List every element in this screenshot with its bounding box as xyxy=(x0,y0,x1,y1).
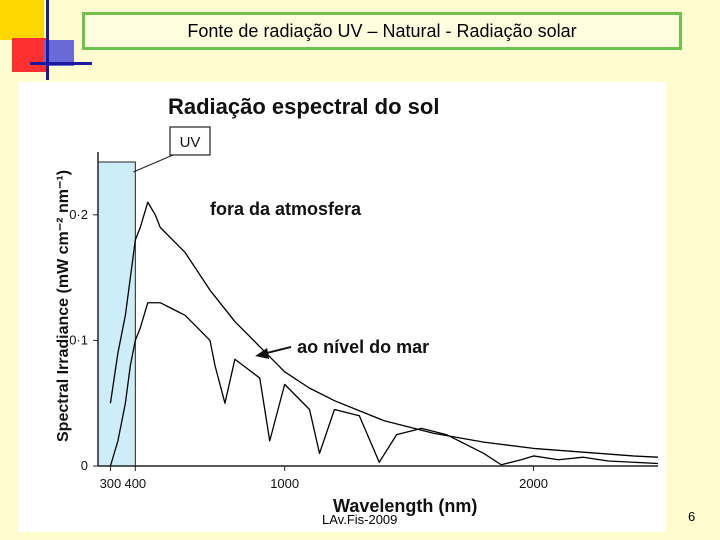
deco-horizontal-line xyxy=(30,62,92,65)
x-tick-label: 1000 xyxy=(270,476,299,491)
slide-title-box: Fonte de radiação UV – Natural - Radiaçã… xyxy=(82,12,682,50)
y-tick-label: 0 xyxy=(81,458,88,473)
x-tick-label: 400 xyxy=(124,476,146,491)
page-number: 6 xyxy=(688,509,696,524)
deco-blue-square xyxy=(44,40,74,66)
x-axis-label: Wavelength (nm) xyxy=(333,496,477,516)
chart-figure: Radiação espectral do sol UV 300 400 1000 20… xyxy=(18,82,666,532)
chart-svg: Radiação espectral do sol UV 300 400 1000 20… xyxy=(55,94,659,516)
uv-band xyxy=(97,161,136,467)
annotation-sea-level: ao nível do mar xyxy=(297,337,429,357)
annotation-arrow-head xyxy=(255,347,270,359)
series-line-outside-atmosphere xyxy=(109,201,659,458)
series-line-sea-level xyxy=(109,302,659,467)
deco-yellow-square xyxy=(0,0,44,40)
y-tick-label: 0·1 xyxy=(69,332,88,347)
annotation-outside-atmosphere: fora da atmosfera xyxy=(210,199,362,219)
chart-title: Radiação espectral do sol xyxy=(168,94,439,119)
uv-label: UV xyxy=(180,134,201,151)
uv-pointer-line xyxy=(133,154,174,173)
plot-area: UV 300 400 1000 2000 0 0·1 0·2 fora da atmosfera… xyxy=(69,126,659,491)
x-tick-label: 300 xyxy=(100,476,122,491)
footer-text: LAv.Fis-2009 xyxy=(322,512,398,527)
deco-vertical-line xyxy=(46,0,49,80)
uv-label-box xyxy=(169,126,211,156)
slide-title: Fonte de radiação UV – Natural - Radiaçã… xyxy=(187,20,577,41)
y-axis-label: Spectral Irradiance (mW cm⁻² nm⁻¹) xyxy=(55,170,72,442)
deco-red-square xyxy=(12,38,46,72)
x-tick-label: 2000 xyxy=(519,476,548,491)
y-tick-label: 0·2 xyxy=(69,207,88,222)
